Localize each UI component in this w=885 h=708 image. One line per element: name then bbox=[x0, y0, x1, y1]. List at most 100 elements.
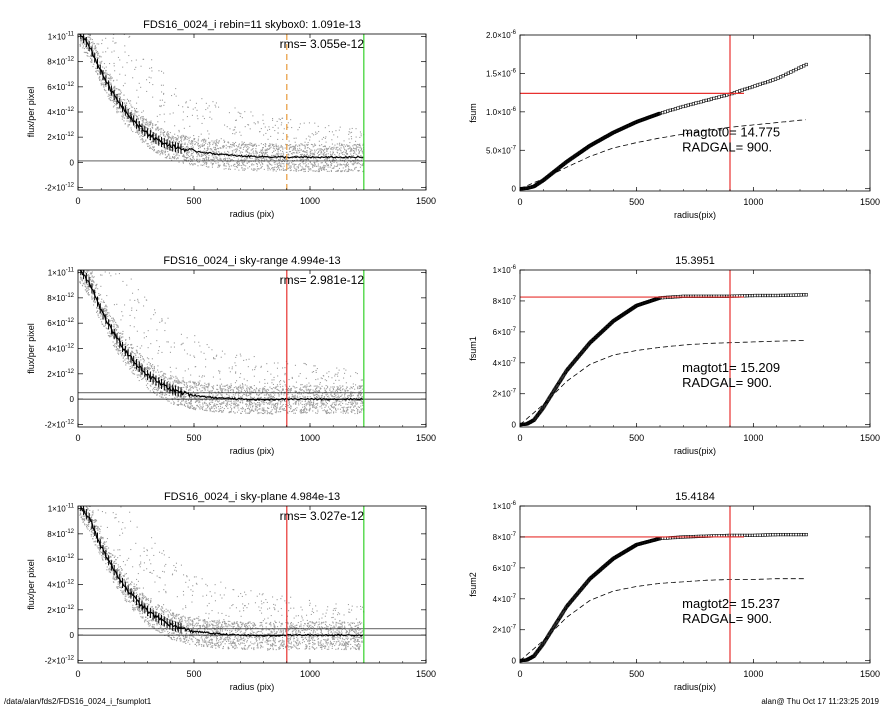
data-point bbox=[320, 150, 322, 152]
data-point bbox=[254, 409, 256, 411]
data-point bbox=[82, 270, 84, 271]
data-point bbox=[327, 387, 329, 389]
data-point bbox=[280, 146, 282, 148]
data-point bbox=[339, 148, 341, 150]
data-point bbox=[212, 376, 214, 378]
data-point bbox=[252, 148, 254, 150]
data-point bbox=[86, 46, 88, 48]
data-point bbox=[178, 141, 180, 143]
data-point bbox=[150, 318, 152, 320]
data-point bbox=[318, 397, 320, 399]
data-point bbox=[159, 154, 161, 156]
data-point bbox=[103, 310, 105, 312]
data-point bbox=[202, 115, 204, 117]
data-point bbox=[297, 396, 299, 398]
data-point bbox=[299, 163, 301, 165]
data-point bbox=[176, 393, 178, 395]
data-point bbox=[192, 146, 194, 148]
data-point bbox=[333, 165, 335, 167]
data-point bbox=[269, 403, 271, 405]
data-point bbox=[293, 396, 295, 398]
data-point bbox=[163, 72, 165, 74]
data-point bbox=[203, 159, 205, 161]
data-point bbox=[315, 385, 317, 387]
data-point bbox=[167, 154, 169, 156]
data-point bbox=[101, 321, 103, 323]
data-point bbox=[262, 391, 264, 393]
data-point bbox=[116, 324, 118, 326]
data-point bbox=[87, 52, 89, 54]
data-point bbox=[357, 149, 359, 151]
data-point bbox=[295, 155, 297, 157]
data-point bbox=[90, 38, 92, 40]
data-point bbox=[282, 399, 284, 401]
data-point bbox=[292, 410, 294, 412]
data-point bbox=[357, 146, 359, 148]
data-point bbox=[155, 133, 157, 135]
data-point bbox=[111, 100, 113, 102]
data-point bbox=[294, 387, 296, 389]
data-point bbox=[147, 123, 149, 125]
data-point bbox=[338, 154, 340, 156]
data-point bbox=[314, 397, 316, 399]
data-point bbox=[200, 351, 202, 353]
data-point bbox=[224, 157, 226, 159]
data-point bbox=[331, 395, 333, 397]
data-point bbox=[221, 402, 223, 404]
data-point bbox=[114, 98, 116, 100]
data-point bbox=[117, 348, 119, 350]
data-point bbox=[176, 381, 178, 383]
data-point bbox=[172, 141, 174, 143]
data-point bbox=[152, 387, 154, 389]
data-point bbox=[191, 114, 193, 116]
data-point bbox=[209, 408, 211, 410]
data-point bbox=[260, 151, 262, 153]
data-point bbox=[217, 162, 219, 164]
data-point bbox=[187, 405, 189, 407]
data-point bbox=[335, 155, 337, 157]
data-point bbox=[355, 147, 357, 149]
data-point bbox=[80, 265, 81, 266]
data-point bbox=[104, 73, 106, 75]
data-point bbox=[122, 360, 124, 362]
data-point bbox=[277, 145, 279, 147]
data-point bbox=[205, 162, 207, 164]
data-point bbox=[137, 132, 139, 134]
data-point bbox=[330, 148, 332, 150]
data-point bbox=[345, 150, 347, 152]
data-point bbox=[226, 384, 228, 386]
data-point bbox=[163, 113, 165, 115]
data-point bbox=[81, 234, 82, 235]
data-point bbox=[109, 315, 111, 317]
data-point bbox=[150, 122, 152, 124]
data-point bbox=[157, 126, 159, 128]
data-point bbox=[336, 149, 338, 151]
data-point bbox=[240, 391, 242, 393]
data-point bbox=[205, 156, 207, 158]
data-point bbox=[149, 145, 151, 147]
data-point bbox=[323, 154, 325, 156]
data-point bbox=[228, 166, 230, 168]
data-point bbox=[205, 395, 207, 397]
data-point bbox=[185, 138, 187, 140]
data-point bbox=[358, 397, 360, 399]
data-point bbox=[105, 37, 107, 39]
data-point bbox=[246, 158, 248, 160]
data-point bbox=[309, 160, 311, 162]
data-point bbox=[224, 165, 226, 167]
data-point bbox=[269, 158, 271, 160]
data-point bbox=[340, 171, 342, 173]
data-point bbox=[283, 169, 285, 171]
data-point bbox=[166, 341, 168, 343]
data-point bbox=[280, 411, 282, 413]
data-point bbox=[301, 169, 303, 171]
data-point bbox=[287, 122, 289, 124]
data-point bbox=[354, 152, 356, 154]
data-point bbox=[343, 160, 345, 162]
data-point bbox=[221, 410, 223, 412]
data-point bbox=[104, 72, 106, 74]
data-point bbox=[117, 326, 119, 328]
data-point bbox=[317, 409, 319, 411]
data-point bbox=[193, 406, 195, 408]
data-point bbox=[345, 150, 347, 152]
